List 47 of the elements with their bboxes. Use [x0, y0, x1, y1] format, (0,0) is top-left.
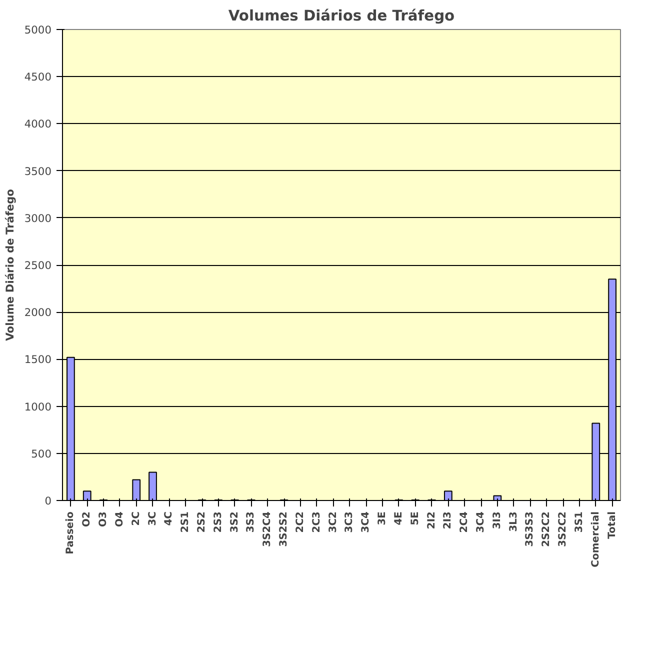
- y-tick-label: 1000: [24, 400, 52, 414]
- y-tick-label: 5000: [24, 24, 52, 36]
- x-tick-label: 2S2: [196, 511, 208, 533]
- x-tick-label: 3C4: [360, 511, 372, 533]
- y-tick-label: 0: [44, 494, 52, 508]
- x-tick-label: 3S2C4: [262, 511, 274, 547]
- x-tick-label: 3C3: [344, 511, 356, 533]
- x-tick-label: 2S3: [212, 511, 224, 533]
- x-tick-label: 3C: [147, 512, 158, 526]
- x-tick-label: Passeio: [65, 511, 76, 554]
- x-tick-label: O3: [98, 511, 110, 527]
- x-tick-label: 3I3: [492, 511, 503, 530]
- x-tick-label: 2I2: [426, 511, 438, 530]
- x-tick-label: 3S3: [246, 511, 257, 533]
- x-tick-label: 5E: [410, 511, 421, 526]
- x-tick-label: 2S2C2: [541, 511, 552, 547]
- x-tick-label: 2C2: [294, 511, 306, 533]
- x-tick-label: 3C2: [328, 511, 339, 533]
- y-tick-label: 500: [31, 447, 52, 460]
- x-tick-label: O4: [114, 511, 126, 527]
- x-tick-label: 3E: [377, 511, 388, 526]
- x-tick-label: O2: [82, 511, 93, 527]
- y-axis-title: Volume Diário de Tráfego: [3, 189, 16, 341]
- x-tick-label: 2S1: [180, 511, 192, 533]
- x-tick-label: 3S2C2: [558, 511, 569, 547]
- y-tick-label: 2000: [24, 306, 52, 320]
- y-tick-label: 2500: [24, 259, 52, 272]
- x-tick-label: 4C: [164, 512, 175, 526]
- y-tick-label: 3000: [24, 212, 52, 225]
- y-tick-label: 4000: [24, 118, 52, 131]
- x-tick-label: 2C3: [311, 511, 322, 533]
- x-tick-label: 4E: [393, 511, 404, 526]
- x-tick-label: Comercial: [590, 512, 602, 568]
- y-tick-label: 4500: [24, 70, 52, 84]
- x-tick-label: 3S3S3: [524, 511, 536, 547]
- x-tick-label: 3C4: [476, 511, 486, 533]
- x-tick-label: 3S1: [574, 511, 585, 533]
- y-tick-label: 3500: [24, 164, 52, 178]
- chart-title: Volumes Diários de Tráfego: [228, 8, 455, 24]
- x-tick-label: 2C: [130, 512, 142, 526]
- x-tick-label: 2I3: [442, 511, 454, 530]
- x-tick-label: 3S2S2: [278, 511, 290, 547]
- x-tick-label: 3L3: [508, 511, 520, 532]
- x-tick-label: Total: [606, 511, 618, 539]
- x-tick-label: 2C4: [459, 511, 470, 533]
- x-tick-label: 3S2: [229, 511, 240, 533]
- y-tick-label: 1500: [24, 353, 52, 366]
